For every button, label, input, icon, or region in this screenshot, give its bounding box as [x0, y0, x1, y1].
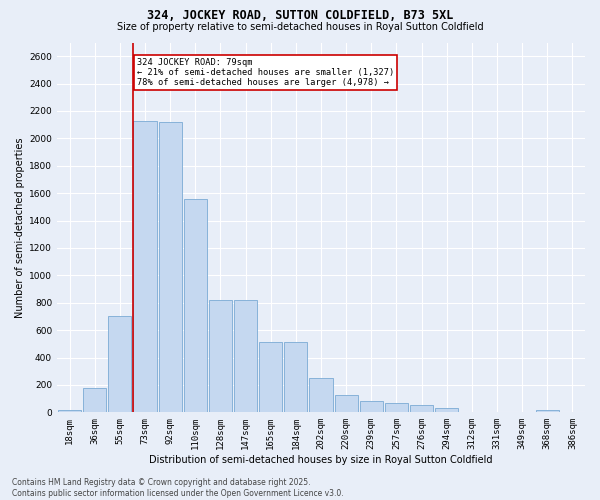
Text: 324, JOCKEY ROAD, SUTTON COLDFIELD, B73 5XL: 324, JOCKEY ROAD, SUTTON COLDFIELD, B73 …	[147, 9, 453, 22]
Text: Contains HM Land Registry data © Crown copyright and database right 2025.
Contai: Contains HM Land Registry data © Crown c…	[12, 478, 344, 498]
Bar	[335, 395, 358, 412]
Bar	[259, 342, 282, 412]
Bar	[58, 410, 81, 412]
Bar	[536, 410, 559, 412]
Bar	[410, 405, 433, 412]
Bar	[133, 120, 157, 412]
Bar	[109, 316, 131, 412]
X-axis label: Distribution of semi-detached houses by size in Royal Sutton Coldfield: Distribution of semi-detached houses by …	[149, 455, 493, 465]
Bar	[234, 300, 257, 412]
Bar	[385, 402, 408, 412]
Bar	[83, 388, 106, 412]
Bar	[209, 300, 232, 412]
Bar	[310, 378, 332, 412]
Y-axis label: Number of semi-detached properties: Number of semi-detached properties	[15, 137, 25, 318]
Bar	[184, 198, 207, 412]
Bar	[435, 408, 458, 412]
Bar	[360, 400, 383, 412]
Text: Size of property relative to semi-detached houses in Royal Sutton Coldfield: Size of property relative to semi-detach…	[116, 22, 484, 32]
Bar	[158, 122, 182, 412]
Bar	[284, 342, 307, 412]
Text: 324 JOCKEY ROAD: 79sqm
← 21% of semi-detached houses are smaller (1,327)
78% of : 324 JOCKEY ROAD: 79sqm ← 21% of semi-det…	[137, 58, 394, 88]
